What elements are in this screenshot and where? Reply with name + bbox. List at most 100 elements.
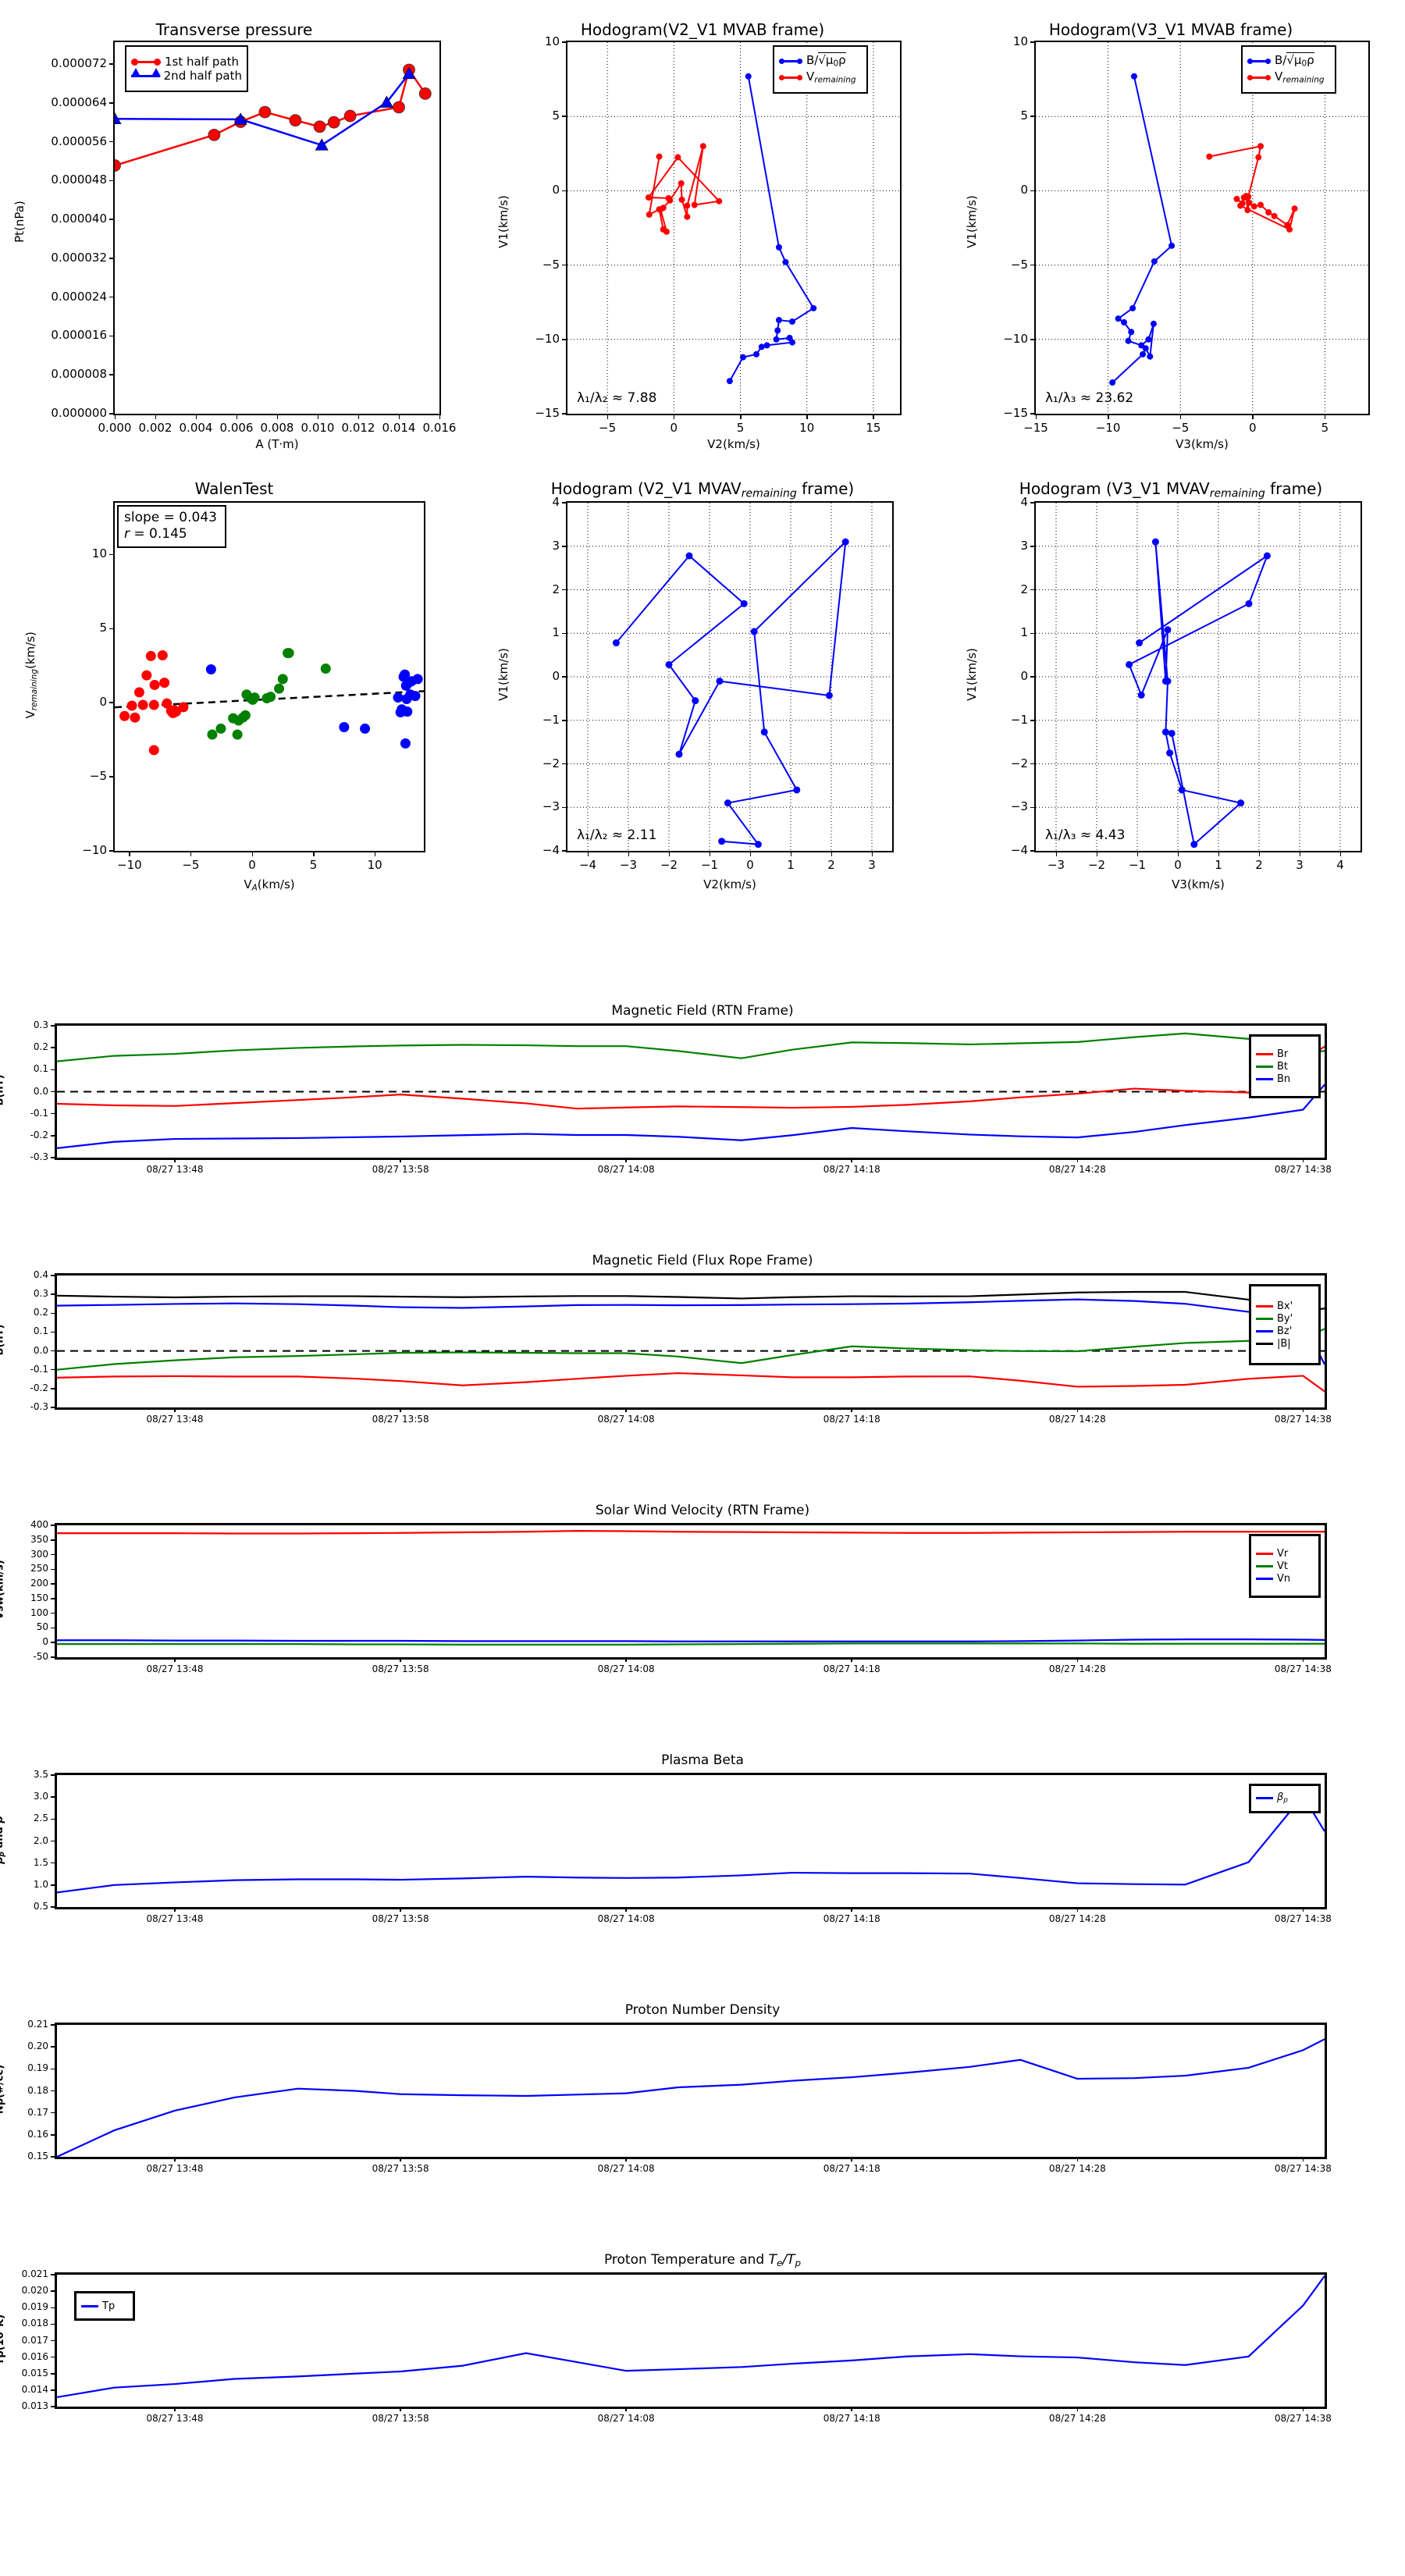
hodogram-v2v1-mvab-eigenvalue-annotation: λ₁/λ₂ ≈ 7.88 — [577, 390, 657, 406]
transverse-pressure-ylabel: Pt(nPa) — [12, 201, 27, 243]
x-tick-label: 08/27 13:58 — [372, 1913, 429, 1924]
hodogram-v2v1-mvab-plot-area: λ₁/λ₂ ≈ 7.88 — [566, 41, 902, 415]
hodogram-legend[interactable]: B/√μ0ρ Vremaining — [1241, 45, 1336, 94]
y-tick-label: 0.17 — [27, 2106, 48, 2118]
y-tick-label: 350 — [30, 1533, 48, 1545]
solar-wind-velocity-rtn-legend[interactable]: Vr Vt Vn — [1249, 1534, 1321, 1598]
y-tick-mark — [51, 1796, 55, 1798]
hodogram-v3v1-mvab-xlabel: V3(km/s) — [1176, 437, 1229, 451]
legend-item[interactable]: Bn — [1256, 1074, 1314, 1084]
y-tick-label: −5 — [89, 769, 107, 784]
y-tick-mark — [51, 1568, 55, 1571]
walen-test-ylabel: Vremaining(km/s) — [23, 632, 39, 719]
legend-item[interactable]: By' — [1256, 1314, 1314, 1324]
legend-swatch — [1256, 1065, 1273, 1068]
legend-item[interactable]: 2nd half path — [131, 67, 242, 82]
x-tick-label: 08/27 14:18 — [823, 1663, 880, 1674]
y-tick-mark — [51, 1840, 55, 1842]
proton-temperature-legend[interactable]: Tp — [74, 2291, 135, 2321]
legend-item[interactable]: Bz' — [1256, 1326, 1314, 1336]
legend-label: Vn — [1277, 1572, 1291, 1585]
legend-swatch — [1256, 1577, 1273, 1580]
x-tick-label: −2 — [660, 858, 678, 872]
panel-magnetic-field-flux-rope: Magnetic Field (Flux Rope Frame) -0.3 -0.2… — [0, 1253, 1405, 1460]
transverse-pressure-legend[interactable]: 1st half path 2nd half path — [125, 45, 248, 92]
y-tick-label: 0.19 — [27, 2062, 48, 2074]
legend-item[interactable]: B/√μ0ρ — [779, 52, 862, 68]
y-tick-mark — [51, 1091, 55, 1093]
legend-item[interactable]: Vn — [1256, 1574, 1314, 1584]
walen-slope-value: slope = 0.043 — [124, 510, 217, 525]
y-tick-label: 1 — [1020, 625, 1028, 640]
y-tick-label: 10 — [91, 546, 107, 561]
x-tick-label: 0.014 — [382, 421, 416, 435]
y-tick-mark — [51, 2024, 55, 2026]
legend-swatch — [131, 67, 161, 77]
x-tick-label: 08/27 14:28 — [1048, 2413, 1106, 2424]
magnetic-field-flux-rope-legend[interactable]: Bx' By' Bz' |B| — [1249, 1284, 1321, 1365]
x-tick-label: 0.000 — [98, 421, 132, 435]
legend-item[interactable]: 1st half path — [131, 54, 242, 69]
legend-item[interactable]: Vremaining — [1247, 70, 1330, 84]
legend-item[interactable]: B/√μ0ρ — [1247, 52, 1330, 68]
hodogram-v2v1-mvab-ylabel: V1(km/s) — [496, 195, 510, 248]
y-tick-label: 0.3 — [33, 1019, 48, 1030]
x-tick-label: 08/27 13:48 — [146, 1913, 204, 1924]
x-tick-label: 5 — [309, 858, 318, 872]
proton-number-density-title: Proton Number Density — [624, 2002, 781, 2018]
x-tick-label: 08/27 14:08 — [597, 2413, 655, 2424]
x-tick-label: 10 — [367, 858, 382, 872]
legend-item[interactable]: Bx' — [1256, 1301, 1314, 1311]
y-tick-label: -0.3 — [30, 1401, 48, 1412]
y-tick-mark — [51, 1069, 55, 1071]
legend-item[interactable]: Vremaining — [779, 70, 862, 84]
hodogram-v3v1-mvav-ylabel: V1(km/s) — [965, 648, 979, 701]
x-tick-mark — [1302, 1407, 1304, 1412]
walen-test-plot-area — [113, 501, 425, 852]
legend-swatch — [1256, 1797, 1273, 1800]
legend-item[interactable]: Vr — [1256, 1549, 1314, 1559]
legend-item[interactable]: Tp — [81, 2301, 128, 2311]
x-tick-label: −3 — [619, 858, 638, 872]
x-tick-label: −5 — [599, 421, 617, 435]
legend-swatch — [1247, 59, 1271, 65]
plasma-beta-legend[interactable]: βp — [1249, 1784, 1321, 1813]
legend-swatch — [1256, 1077, 1273, 1080]
y-tick-label: -0.2 — [30, 1382, 48, 1393]
y-tick-label: −5 — [1010, 257, 1028, 272]
y-tick-label: 0.000008 — [51, 367, 107, 382]
x-tick-mark — [1076, 1657, 1079, 1662]
x-tick-label: 08/27 14:18 — [823, 2413, 880, 2424]
y-tick-label: 0.5 — [33, 1901, 48, 1912]
y-tick-mark — [51, 2046, 55, 2048]
y-tick-label: −10 — [1003, 331, 1028, 346]
y-tick-mark — [51, 1388, 55, 1389]
x-tick-label: −1 — [700, 858, 719, 872]
legend-item[interactable]: |B| — [1256, 1339, 1314, 1349]
legend-item[interactable]: Bt — [1256, 1062, 1314, 1072]
y-tick-label: 0.020 — [21, 2285, 48, 2297]
hodogram-v2v1-mvav-plot-area: λ₁/λ₂ ≈ 2.11 — [566, 501, 894, 852]
y-tick-label: -0.1 — [30, 1363, 48, 1375]
legend-label: Vt — [1277, 1560, 1288, 1572]
proton-temperature-ylabel: Tp(106K) — [0, 2314, 7, 2364]
hodogram-legend[interactable]: B/√μ0ρ Vremaining — [773, 45, 868, 94]
x-tick-mark — [174, 1907, 176, 1912]
x-tick-label: 08/27 14:08 — [597, 1164, 655, 1175]
legend-label: 1st half path — [165, 54, 240, 69]
x-tick-label: 08/27 14:38 — [1274, 2413, 1332, 2424]
hodogram-v3v1-mvab-title: Hodogram(V3_V1 MVAB frame) — [1048, 20, 1293, 39]
legend-swatch — [1256, 1342, 1273, 1345]
x-tick-label: −10 — [1095, 421, 1121, 435]
magnetic-field-rtn-legend[interactable]: Br Bt Bn — [1249, 1034, 1321, 1098]
y-tick-label: 0.016 — [21, 2350, 48, 2362]
legend-item[interactable]: Vt — [1256, 1561, 1314, 1571]
y-tick-label: −15 — [1003, 406, 1028, 420]
x-tick-mark — [1302, 2407, 1304, 2411]
x-tick-label: −2 — [1087, 858, 1106, 872]
legend-item[interactable]: βp — [1256, 1792, 1314, 1804]
x-tick-label: 08/27 14:18 — [823, 1164, 880, 1175]
legend-item[interactable]: Br — [1256, 1049, 1314, 1059]
hodogram-v3v1-mvab-plot-area: λ₁/λ₃ ≈ 23.62 — [1034, 41, 1370, 415]
hodogram-v2v1-mvav-ylabel: V1(km/s) — [496, 648, 510, 701]
